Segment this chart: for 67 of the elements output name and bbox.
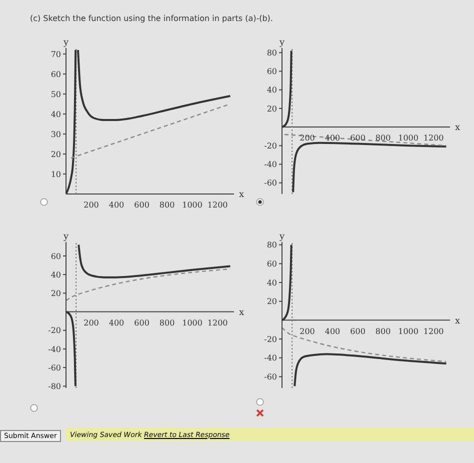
x-tick-label: 400 — [324, 326, 340, 336]
y-tick-label: 60 — [50, 70, 61, 79]
x-axis-title: x — [455, 123, 460, 134]
x-tick-label: 800 — [159, 318, 175, 328]
line-series — [282, 244, 292, 322]
chart-title: (c) Sketch the function using the information in parts (a)-(b). — [30, 14, 273, 23]
y-tick-label: -60 — [264, 178, 277, 188]
y-axis-title: y — [278, 38, 286, 48]
x-tick-label: 600 — [350, 134, 366, 143]
y-tick-label: -20 — [48, 326, 61, 336]
x-axis-title: x — [455, 316, 460, 326]
x-tick-label: 200 — [84, 318, 99, 328]
y-tick-label: 10 — [50, 170, 61, 179]
y-tick-label: 60 — [266, 67, 277, 76]
y-tick-label: 60 — [50, 252, 61, 261]
x-tick-label: 1200 — [207, 318, 228, 328]
x-tick-label: 800 — [375, 134, 391, 143]
y-tick-label: 40 — [50, 270, 61, 280]
x-tick-label: 800 — [159, 200, 175, 210]
y-tick-label: 60 — [266, 260, 277, 269]
y-tick-label: 40 — [266, 86, 277, 95]
x-axis-title: x — [239, 308, 244, 318]
x-tick-label: 1000 — [398, 134, 418, 143]
line-series — [294, 353, 448, 388]
y-tick-label: -40 — [264, 160, 277, 170]
x-tick-label: 1200 — [423, 326, 444, 336]
line-series — [282, 50, 292, 128]
x-tick-label: 400 — [108, 318, 124, 328]
x-tick-label: 600 — [350, 326, 366, 336]
y-tick-label: 20 — [50, 288, 61, 298]
y-tick-label: 80 — [266, 48, 277, 58]
x-tick-label: 200 — [84, 200, 99, 210]
y-tick-label: 20 — [266, 297, 277, 306]
y-tick-label: 20 — [50, 150, 61, 159]
y-tick-label: 70 — [50, 50, 61, 59]
x-tick-label: 400 — [108, 200, 124, 210]
x-tick-label: 400 — [324, 134, 340, 143]
y-tick-label: -20 — [264, 141, 277, 150]
y-tick-label: 40 — [50, 110, 61, 119]
y-tick-label: -20 — [264, 334, 277, 344]
y-tick-label: -60 — [48, 363, 61, 372]
y-tick-label: 20 — [266, 104, 277, 114]
x-tick-label: 1000 — [182, 318, 202, 328]
y-tick-label: 30 — [50, 130, 61, 139]
x-tick-label: 200 — [300, 326, 315, 336]
y-tick-label: 50 — [50, 90, 61, 99]
line-series — [292, 142, 448, 194]
y-tick-label: 80 — [266, 240, 277, 250]
x-tick-label: 1000 — [182, 200, 202, 210]
x-tick-label: 600 — [134, 318, 150, 328]
y-axis-title: y — [62, 38, 70, 48]
x-tick-label: 800 — [375, 326, 391, 336]
y-tick-label: -80 — [48, 382, 61, 391]
x-tick-label: 1200 — [207, 200, 228, 210]
x-tick-label: 600 — [134, 200, 150, 210]
y-tick-label: -40 — [264, 354, 277, 363]
y-tick-label: -40 — [48, 344, 61, 354]
x-tick-label: 1200 — [423, 134, 444, 143]
x-tick-label: 200 — [300, 134, 315, 143]
x-tick-label: 1000 — [398, 326, 418, 336]
line-series — [78, 244, 232, 278]
y-axis-title: y — [278, 232, 286, 242]
y-axis-title: y — [62, 232, 70, 242]
line-series — [66, 310, 76, 388]
y-tick-label: 40 — [266, 278, 277, 288]
y-tick-label: -60 — [264, 372, 277, 382]
x-axis-title: x — [239, 190, 244, 200]
